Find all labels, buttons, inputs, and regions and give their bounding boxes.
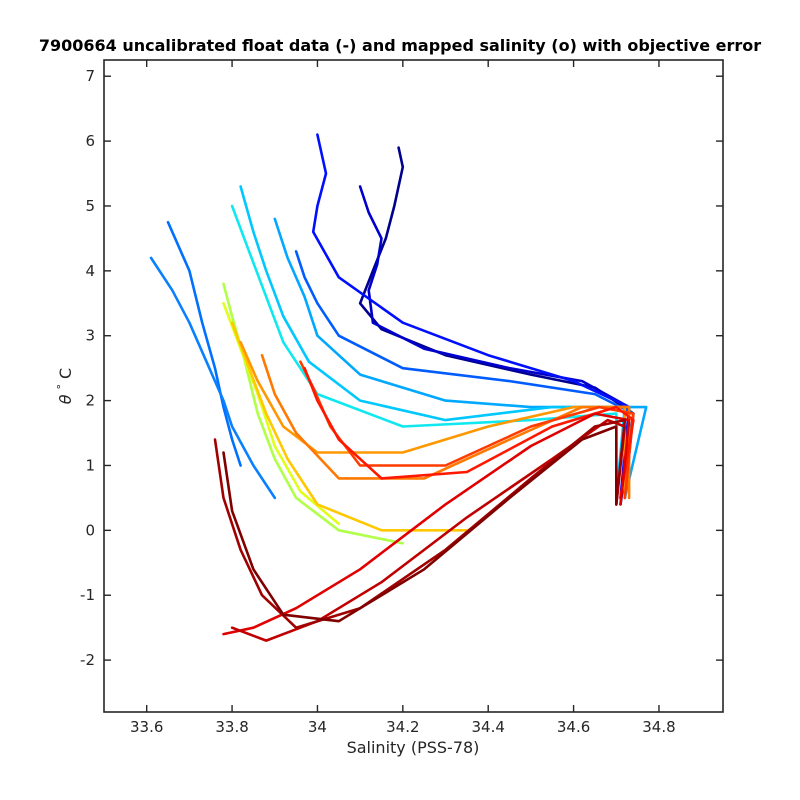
profile-line-6: [149, 256, 277, 500]
axes-box: [103, 59, 724, 713]
y-tick-label: 7: [85, 67, 95, 85]
y-tick-label: 2: [85, 392, 95, 410]
x-tick-label: 34.2: [386, 718, 419, 736]
series-layer: [149, 133, 648, 642]
profile-line-20: [222, 425, 618, 623]
profile-line-5: [166, 220, 242, 467]
profile-line-3: [311, 133, 631, 500]
y-axis-label-symbol: θ: [56, 394, 75, 404]
profile-line-12: [230, 321, 469, 532]
x-tick-label: 34.8: [642, 718, 675, 736]
x-tick-label: 34.4: [472, 718, 505, 736]
y-axis-label: θ ° C: [55, 368, 75, 404]
profile-line-17: [222, 412, 631, 636]
y-axis-label-unit: C: [56, 368, 75, 379]
x-tick-label: 34.6: [557, 718, 590, 736]
y-tick-label: 4: [85, 262, 95, 280]
x-tick-label: 33.6: [130, 718, 163, 736]
y-axis-label-degree: °: [55, 384, 68, 390]
y-tick-label: 3: [85, 327, 95, 345]
y-tick-label: 5: [85, 197, 95, 215]
profile-line-18: [230, 418, 627, 642]
y-tick-label: 6: [85, 132, 95, 150]
y-tick-label: 0: [85, 521, 95, 539]
x-axis-label: Salinity (PSS-78): [347, 738, 480, 757]
plot-area: [104, 60, 723, 712]
y-tick-label: 1: [85, 456, 95, 474]
profile-line-16: [303, 366, 635, 500]
y-tick-label: -1: [80, 586, 95, 604]
x-tick-label: 34: [308, 718, 327, 736]
profile-line-2: [358, 185, 631, 500]
chart-title: 7900664 uncalibrated float data (-) and …: [39, 36, 761, 55]
profile-line-10: [222, 282, 405, 545]
y-tick-label: -2: [80, 651, 95, 669]
x-tick-label: 33.8: [215, 718, 248, 736]
